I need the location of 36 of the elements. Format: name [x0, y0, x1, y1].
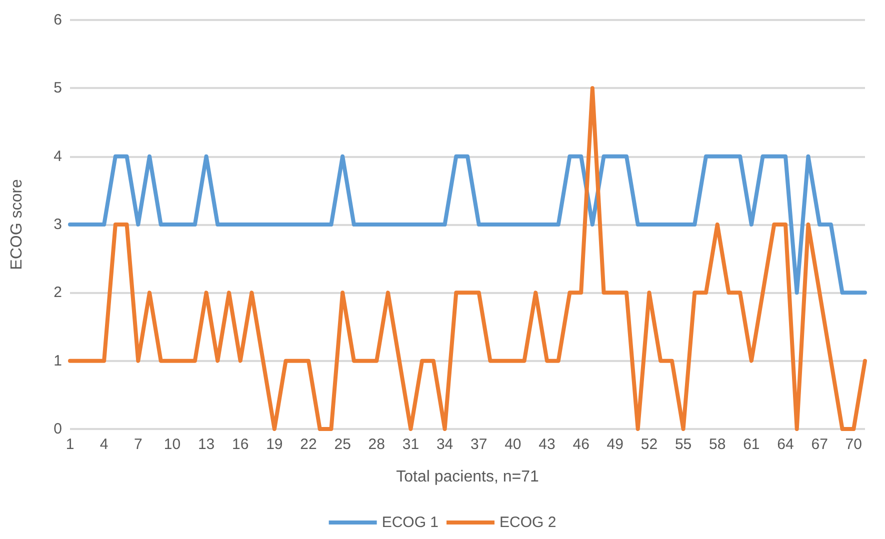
- x-tick-label: 34: [436, 436, 454, 453]
- x-tick-label: 40: [504, 436, 522, 453]
- x-tick-label: 58: [709, 436, 726, 453]
- x-tick-label: 10: [164, 436, 181, 453]
- x-tick-label: 13: [198, 436, 215, 453]
- y-axis-title: ECOG score: [8, 179, 26, 270]
- x-tick-label: 64: [777, 436, 794, 453]
- y-tick-label: 4: [54, 148, 62, 165]
- y-tick-label: 0: [54, 420, 62, 438]
- x-tick-label: 52: [640, 436, 658, 453]
- x-tick-label: 22: [300, 436, 317, 453]
- x-tick-label: 1: [66, 436, 74, 453]
- x-tick-label: 28: [368, 436, 385, 453]
- x-tick-label: 16: [232, 436, 249, 453]
- y-tick-label: 3: [54, 216, 62, 233]
- y-tick-label: 2: [54, 284, 62, 302]
- x-tick-label: 61: [743, 436, 760, 453]
- x-tick-label: 4: [100, 436, 108, 453]
- x-tick-label: 31: [402, 436, 420, 453]
- x-axis-title: Total pacients, n=71: [396, 468, 539, 486]
- y-tick-label: 6: [54, 12, 62, 28]
- x-tick-label: 43: [538, 436, 556, 453]
- x-tick-label: 70: [845, 436, 862, 453]
- line-series: [68, 86, 867, 431]
- x-tick-label: 37: [470, 436, 488, 453]
- x-tick-label: 25: [334, 436, 351, 453]
- y-tick-label: 1: [54, 352, 62, 370]
- x-tick-label: 67: [811, 436, 828, 453]
- x-tick-label: 55: [674, 436, 692, 453]
- x-tick-label: 19: [266, 436, 283, 453]
- x-tick-label: 7: [134, 436, 142, 453]
- x-tick-label: 49: [606, 436, 624, 453]
- legend-label: ECOG 1: [382, 514, 439, 531]
- legend-label: ECOG 2: [500, 514, 556, 531]
- x-tick-label: 46: [572, 436, 590, 453]
- y-tick-label: 5: [54, 80, 62, 97]
